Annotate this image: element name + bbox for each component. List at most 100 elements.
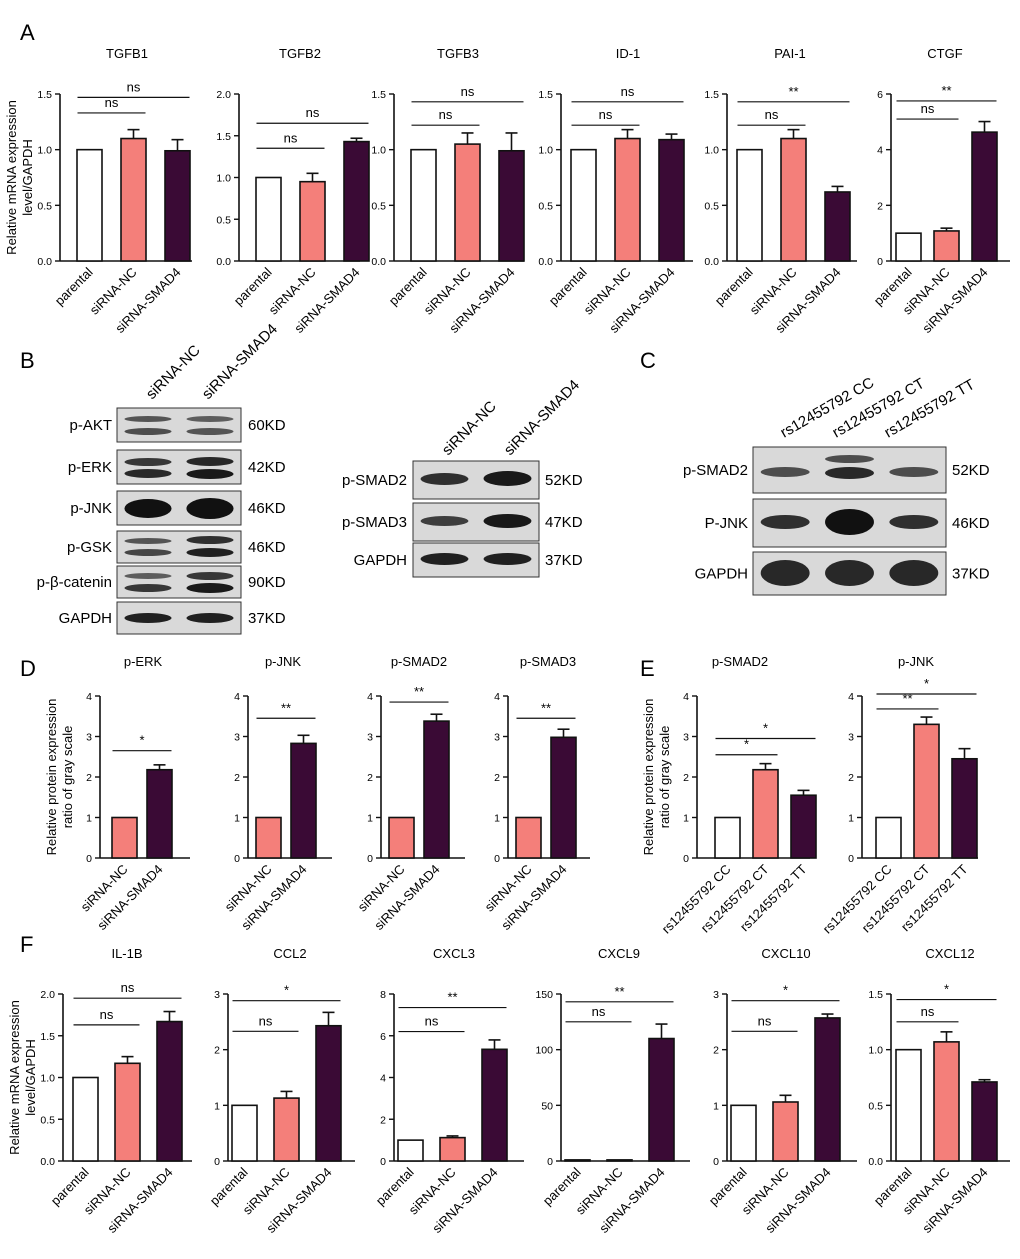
significance-label: * xyxy=(284,983,289,998)
chart-title: p-JNK xyxy=(898,654,934,669)
y-tick-label: 4 xyxy=(380,1073,386,1085)
y-tick-label: 1 xyxy=(494,813,500,825)
blot-row xyxy=(752,446,947,494)
y-tick-label: 1 xyxy=(86,813,92,825)
chart-title: p-SMAD3 xyxy=(520,654,576,669)
bar xyxy=(564,1159,591,1162)
blot-kd-label: 52KD xyxy=(952,462,990,479)
y-tick-label: 2 xyxy=(380,1114,386,1126)
y-tick-label: 2 xyxy=(214,1045,220,1057)
y-tick-label: 1.0 xyxy=(538,145,553,157)
bar xyxy=(315,1024,342,1162)
chart-title: CXCL10 xyxy=(761,946,810,961)
y-tick-label: 100 xyxy=(535,1045,553,1057)
significance-label: * xyxy=(944,982,949,997)
y-tick-label: 0.5 xyxy=(371,200,386,212)
blot-row-label: p-AKT xyxy=(69,417,112,434)
y-tick-label: 0.0 xyxy=(40,1156,55,1168)
bar xyxy=(290,742,317,859)
bar xyxy=(933,1041,960,1162)
category-label: parental xyxy=(52,264,96,308)
y-tick-label: 2.0 xyxy=(216,89,231,101)
chart-title: IL-1B xyxy=(111,946,142,961)
chart-title: ID-1 xyxy=(616,46,641,61)
band xyxy=(483,553,532,565)
y-tick-label: 0.5 xyxy=(868,1100,883,1112)
y-tick-label: 1.0 xyxy=(704,145,719,157)
bar xyxy=(875,816,902,859)
y-tick-label: 3 xyxy=(86,732,92,744)
y-tick-label: 8 xyxy=(380,989,386,1001)
significance-label: ** xyxy=(281,700,291,715)
band xyxy=(124,549,172,556)
bar xyxy=(933,230,960,262)
chart-title: PAI-1 xyxy=(774,46,806,61)
band xyxy=(483,514,532,528)
y-tick-label: 6 xyxy=(877,89,883,101)
band xyxy=(124,538,172,544)
band xyxy=(124,584,172,592)
bar xyxy=(752,768,779,859)
y-tick-label: 150 xyxy=(535,989,553,1001)
bar xyxy=(971,1081,998,1162)
bar xyxy=(772,1101,799,1162)
category-label: parental xyxy=(712,264,756,308)
blot-row-label: P-JNK xyxy=(705,515,748,532)
y-tick-label: 0.0 xyxy=(216,256,231,268)
y-tick-label: 4 xyxy=(683,691,689,703)
y-tick-label: 1.0 xyxy=(868,1045,883,1057)
band xyxy=(825,455,874,463)
y-axis-label-line: Relative protein expression xyxy=(44,699,59,856)
bar xyxy=(951,757,978,859)
y-tick-label: 2 xyxy=(86,772,92,784)
y-tick-label: 1 xyxy=(848,813,854,825)
band xyxy=(186,469,234,479)
panel-label-f: F xyxy=(20,932,33,957)
band xyxy=(186,548,234,557)
band xyxy=(124,499,172,518)
y-tick-label: 4 xyxy=(494,691,500,703)
y-tick-label: 2 xyxy=(877,200,883,212)
significance-label: ** xyxy=(541,700,551,715)
y-tick-label: 1 xyxy=(214,1100,220,1112)
y-tick-label: 1 xyxy=(713,1100,719,1112)
band xyxy=(825,467,874,479)
chart-title: p-SMAD2 xyxy=(712,654,768,669)
chart-title: p-ERK xyxy=(124,654,163,669)
panel-label-a: A xyxy=(20,20,35,45)
bar xyxy=(730,1104,757,1162)
band xyxy=(889,560,939,586)
y-axis-label-line: ratio of gray scale xyxy=(60,726,75,829)
y-axis-label-line: Relative protein expression xyxy=(641,699,656,856)
blot-row xyxy=(116,565,242,599)
blot-kd-label: 47KD xyxy=(545,514,583,531)
blot-kd-label: 37KD xyxy=(952,566,990,583)
band xyxy=(483,471,532,486)
significance-label: ns xyxy=(758,1013,772,1028)
y-tick-label: 0 xyxy=(713,1156,719,1168)
bar xyxy=(388,816,415,859)
bar xyxy=(114,1062,141,1162)
blot-kd-label: 52KD xyxy=(545,472,583,489)
bar xyxy=(736,148,763,262)
chart-title: p-SMAD2 xyxy=(391,654,447,669)
y-tick-label: 1.5 xyxy=(704,89,719,101)
band xyxy=(420,516,469,526)
bar xyxy=(164,149,191,262)
y-axis-label: Relative mRNA expressionlevel/GAPDH xyxy=(7,1000,38,1155)
chart-title: TGFB3 xyxy=(437,46,479,61)
chart-title: CCL2 xyxy=(273,946,306,961)
y-tick-label: 0 xyxy=(494,853,500,865)
significance-label: * xyxy=(783,983,788,998)
lane-label: siRNA-NC xyxy=(439,398,500,459)
bar xyxy=(255,176,282,262)
chart-a5: PAI-10.00.51.01.5parentalsiRNA-NCsiRNA-S… xyxy=(704,46,857,336)
